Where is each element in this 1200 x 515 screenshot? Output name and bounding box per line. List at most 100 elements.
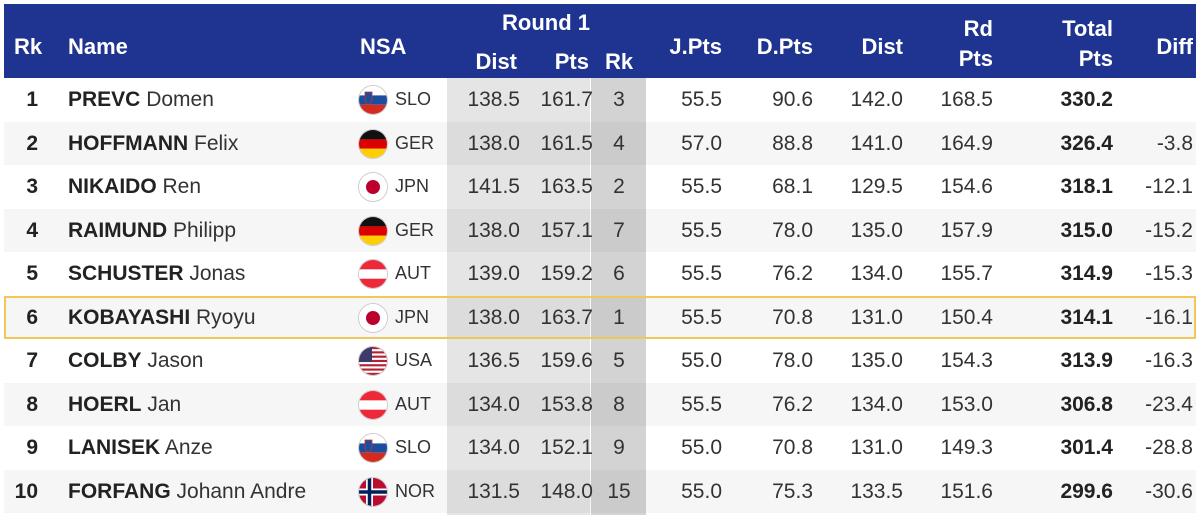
table-row[interactable]: 7 COLBY Jason USA 136.5 159.6 5 55.0 78.0 135.0 1…	[4, 339, 1196, 382]
dpts: 88.8	[772, 131, 813, 155]
nsa-code: AUT	[395, 263, 431, 283]
r1-pts: 159.2	[540, 262, 593, 285]
dpts: 76.2	[772, 262, 813, 285]
header-rd-pts-line1[interactable]: Rd	[963, 16, 993, 41]
total-pts: 318.1	[1060, 175, 1113, 198]
table-row[interactable]: 8 HOERL Jan AUT 134.0 153.8 8 55.5 76.2 134.0 153…	[4, 383, 1196, 426]
table-row[interactable]: 1 PREVC Domen SLO 138.5 161.7 3 55.5 90.6 142.0 1…	[4, 78, 1196, 121]
athlete-name[interactable]: PREVC Domen	[68, 78, 214, 121]
jpts: 55.5	[681, 88, 722, 111]
dist: 135.0	[850, 349, 903, 372]
athlete-first-name: Ryoyu	[196, 305, 256, 329]
r1-dist: 139.0	[467, 262, 520, 285]
athlete-first-name: Domen	[146, 88, 214, 111]
r1-rk: 2	[613, 175, 625, 198]
r1-dist: 136.5	[467, 349, 520, 372]
header-dist[interactable]: Dist	[861, 34, 903, 59]
dpts: 78.0	[772, 349, 813, 372]
rank: 8	[26, 392, 38, 416]
header-total-line1[interactable]: Total	[1062, 16, 1113, 41]
athlete-last-name: NIKAIDO	[68, 175, 157, 198]
athlete-first-name: Philipp	[173, 218, 237, 242]
nsa-code: NOR	[395, 480, 435, 501]
total-pts: 326.4	[1060, 131, 1113, 155]
total-pts: 313.9	[1060, 349, 1113, 372]
rd-pts: 153.0	[940, 392, 993, 416]
r1-rk: 8	[613, 392, 625, 416]
header-r1-pts[interactable]: Pts	[554, 49, 589, 74]
header-dpts[interactable]: D.Pts	[756, 34, 813, 59]
athlete-name[interactable]: HOFFMANN Felix	[68, 122, 238, 165]
table-row[interactable]: 10 FORFANG Johann Andre NOR 131.5 148.0 15 55.…	[4, 470, 1196, 513]
athlete-name[interactable]: RAIMUND Philipp	[68, 209, 236, 252]
r1-dist: 134.0	[467, 392, 520, 416]
table-header: Rk Name NSA Round 1 Dist Pts Rk J.Pts D.…	[4, 4, 1196, 78]
rd-pts: 164.9	[940, 131, 993, 155]
header-name[interactable]: Name	[68, 34, 128, 59]
athlete-name[interactable]: FORFANG Johann Andre	[68, 470, 306, 513]
r1-rk: 15	[607, 479, 631, 503]
athlete-last-name: HOFFMANN	[68, 131, 189, 155]
jpts: 55.0	[681, 436, 722, 459]
dist: 129.5	[850, 175, 903, 198]
header-rk[interactable]: Rk	[14, 34, 43, 59]
athlete-first-name: Jason	[147, 349, 204, 372]
table-row[interactable]: 6 KOBAYASHI Ryoyu JPN 138.0 163.7 1 55.5 70.8 13…	[4, 296, 1196, 339]
jpts: 55.0	[681, 349, 722, 372]
rank: 10	[14, 479, 38, 503]
table-row[interactable]: 5 SCHUSTER Jonas AUT 139.0 159.2 6 55.5 76.2 134…	[4, 252, 1196, 295]
rd-pts: 150.4	[940, 305, 993, 329]
athlete-name[interactable]: COLBY Jason	[68, 339, 203, 382]
round1-rank-column-shade	[591, 78, 646, 515]
athlete-name[interactable]: KOBAYASHI Ryoyu	[68, 296, 256, 339]
table-row[interactable]: 2 HOFFMANN Felix GER 138.0 161.5 4 57.0 88.8 141…	[4, 122, 1196, 165]
nsa-code: AUT	[395, 393, 431, 414]
r1-rk: 4	[613, 131, 625, 155]
athlete-last-name: PREVC	[68, 88, 141, 111]
r1-pts: 157.1	[540, 218, 593, 242]
diff	[1119, 78, 1193, 121]
dist: 133.5	[850, 479, 903, 503]
rd-pts: 154.6	[940, 175, 993, 198]
rank: 9	[26, 436, 38, 459]
athlete-name[interactable]: SCHUSTER Jonas	[68, 252, 245, 295]
total-pts: 301.4	[1060, 436, 1113, 459]
total-pts: 299.6	[1060, 479, 1113, 503]
header-r1-dist[interactable]: Dist	[475, 49, 517, 74]
aut-flag-icon	[359, 390, 387, 419]
diff: -23.4	[1145, 392, 1193, 416]
header-total-line2[interactable]: Pts	[1078, 46, 1113, 71]
header-round1: Round 1	[502, 10, 590, 35]
nsa-code: SLO	[395, 437, 432, 457]
table-row[interactable]: 9 LANISEK Anze SLO 134.0 152.1 9 55.0 70.8 131.0…	[4, 426, 1196, 469]
header-diff[interactable]: Diff	[1156, 34, 1193, 59]
athlete-first-name: Jonas	[189, 262, 246, 285]
dist: 135.0	[850, 218, 903, 242]
header-r1-rk[interactable]: Rk	[604, 49, 634, 74]
slo-flag-icon	[359, 434, 387, 462]
r1-rk: 7	[613, 218, 625, 242]
table-row[interactable]: 4 RAIMUND Philipp GER 138.0 157.1 7 55.5 78.0 13…	[4, 209, 1196, 252]
athlete-name[interactable]: HOERL Jan	[68, 383, 181, 426]
total-pts: 314.9	[1060, 262, 1113, 285]
dist: 142.0	[850, 88, 903, 111]
header-nsa[interactable]: NSA	[360, 34, 407, 59]
total-pts: 330.2	[1060, 88, 1113, 111]
r1-rk: 1	[613, 305, 625, 329]
r1-dist: 138.5	[467, 88, 520, 111]
r1-dist: 138.0	[467, 131, 520, 155]
r1-pts: 148.0	[540, 479, 593, 503]
dist: 134.0	[850, 392, 903, 416]
header-jpts[interactable]: J.Pts	[669, 34, 722, 59]
rd-pts: 157.9	[940, 218, 993, 242]
athlete-name[interactable]: NIKAIDO Ren	[68, 165, 201, 208]
dist: 141.0	[850, 131, 903, 155]
header-rd-pts-line2[interactable]: Pts	[958, 46, 993, 71]
r1-pts: 163.5	[540, 175, 593, 198]
athlete-name[interactable]: LANISEK Anze	[68, 426, 213, 469]
table-row[interactable]: 3 NIKAIDO Ren JPN 141.5 163.5 2 55.5 68.1 129.5 1…	[4, 165, 1196, 208]
rank: 6	[26, 305, 38, 329]
diff: -12.1	[1145, 175, 1193, 198]
dpts: 75.3	[772, 479, 813, 503]
